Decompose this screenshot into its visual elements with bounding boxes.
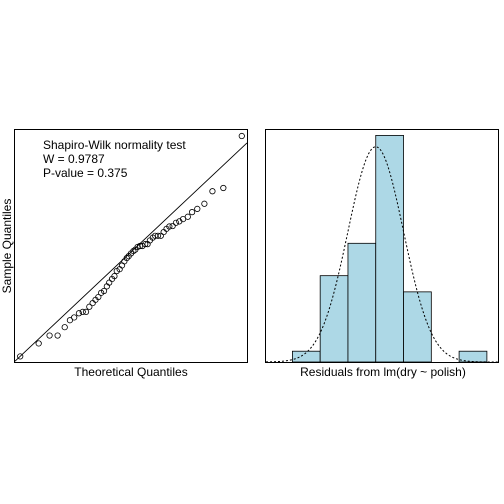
- shapiro-w-value: W = 0.9787: [43, 152, 105, 166]
- qq-point: [71, 314, 78, 321]
- qq-point: [86, 303, 93, 310]
- qq-point: [82, 308, 90, 315]
- qq-point: [201, 200, 208, 207]
- qq-point: [169, 222, 176, 230]
- qq-point: [75, 310, 83, 317]
- qq-point: [46, 332, 53, 339]
- histogram-bar: [403, 291, 432, 363]
- histogram-bar: [347, 242, 377, 363]
- qq-point: [17, 353, 24, 360]
- qq-point: [184, 213, 191, 220]
- qq-point: [35, 340, 42, 347]
- histogram-x-axis-label: Residuals from lm(dry ~ polish): [300, 365, 466, 379]
- qq-point: [136, 242, 144, 250]
- qq-point: [166, 223, 173, 230]
- qq-point: [79, 308, 86, 315]
- histogram-bar: [319, 275, 349, 363]
- qq-point: [123, 254, 130, 262]
- qq-point: [154, 232, 162, 239]
- histogram-bar: [375, 134, 404, 363]
- shapiro-test-title: Shapiro-Wilk normality test: [43, 138, 186, 152]
- qq-point: [194, 205, 201, 212]
- qq-plot-panel: Shapiro-Wilk normality test W = 0.9787 P…: [0, 129, 248, 379]
- qq-y-axis-label: Sample Quantiles: [0, 199, 14, 294]
- qq-point: [160, 228, 167, 236]
- qq-point: [238, 132, 245, 140]
- qq-points: [14, 132, 248, 362]
- qq-point: [220, 184, 227, 192]
- density-curve-line: [265, 146, 499, 363]
- qq-point: [100, 287, 108, 295]
- qq-point: [172, 219, 180, 226]
- qq-point: [111, 273, 118, 280]
- shapiro-p-value: P-value = 0.375: [43, 166, 128, 180]
- qq-point: [209, 188, 216, 195]
- histogram-bar: [291, 350, 321, 363]
- qq-x-axis-label: Theoretical Quantiles: [74, 365, 187, 379]
- histogram-panel: Residuals from lm(dry ~ polish): [265, 129, 499, 379]
- qq-point: [66, 317, 74, 324]
- qq-plot-frame: [14, 129, 248, 363]
- qq-point: [130, 248, 137, 255]
- qq-point: [54, 332, 61, 339]
- density-curve: [265, 146, 499, 363]
- histogram-bar: [458, 350, 488, 363]
- histogram-bars: [291, 134, 488, 363]
- qq-point: [61, 324, 68, 331]
- qq-point: [89, 299, 96, 307]
- qq-point: [95, 293, 102, 301]
- histogram-frame: [265, 129, 499, 363]
- qq-point: [142, 241, 149, 248]
- qq-point: [188, 209, 196, 216]
